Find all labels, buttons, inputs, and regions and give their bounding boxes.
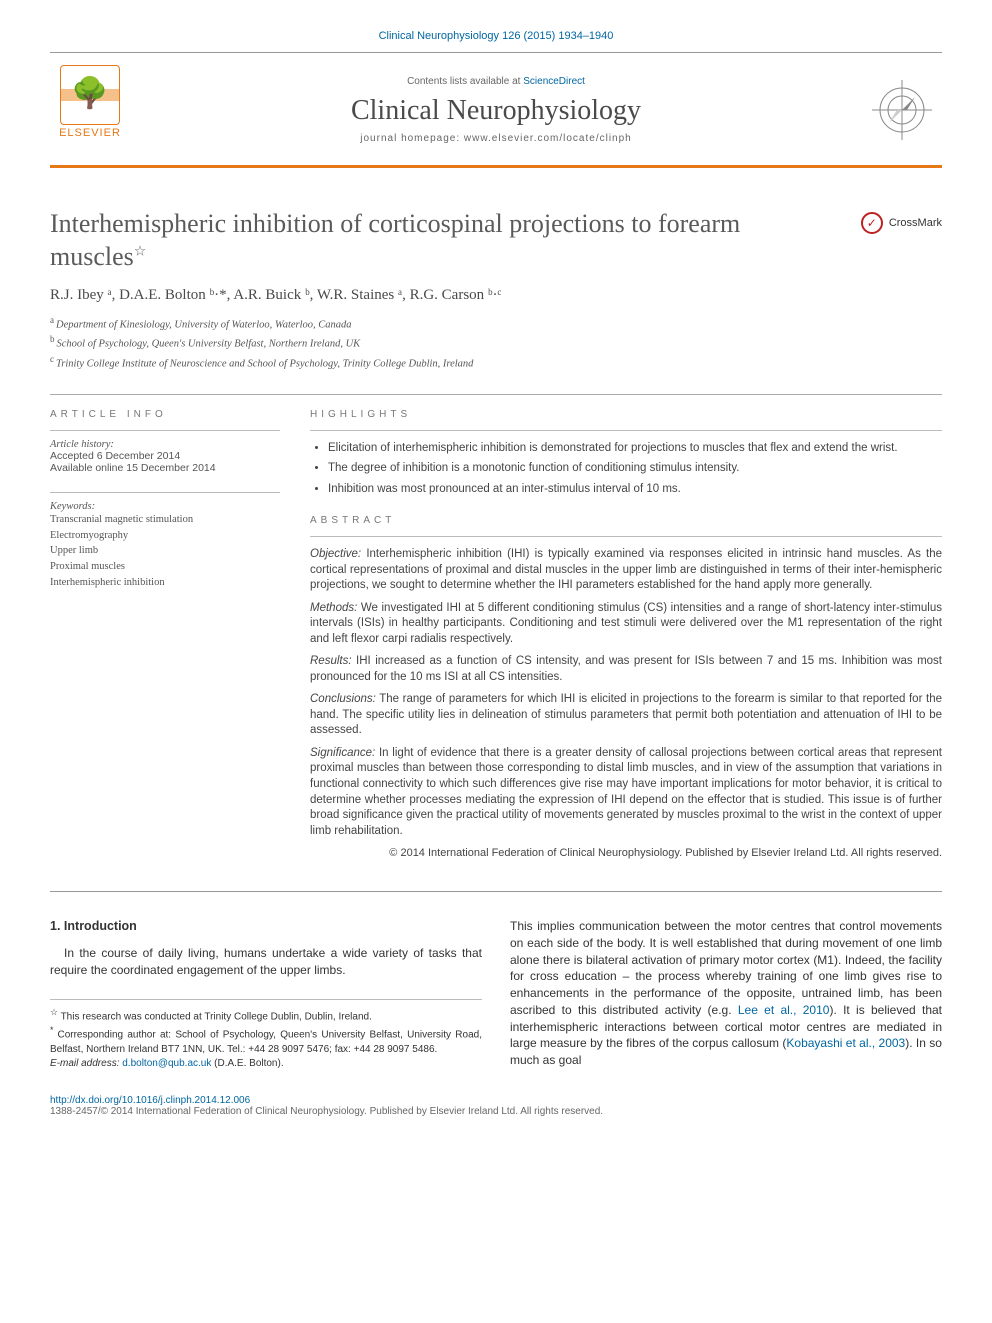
affiliation-item: cTrinity College Institute of Neuroscien… xyxy=(50,353,942,372)
affiliation-item: aDepartment of Kinesiology, University o… xyxy=(50,314,942,333)
abstract-section-text: The range of parameters for which IHI is… xyxy=(310,693,942,736)
article-info-heading: ARTICLE INFO xyxy=(50,409,280,420)
footnote-email-line: E-mail address: d.bolton@qub.ac.uk (D.A.… xyxy=(50,1057,482,1071)
journal-reference: Clinical Neurophysiology 126 (2015) 1934… xyxy=(50,30,942,42)
keywords-list: Transcranial magnetic stimulationElectro… xyxy=(50,512,280,591)
keyword-item: Electromyography xyxy=(50,528,280,544)
article-title: Interhemispheric inhibition of corticosp… xyxy=(50,208,942,273)
email-label: E-mail address: xyxy=(50,1058,122,1069)
issn-copyright-line: 1388-2457/© 2014 International Federatio… xyxy=(50,1106,603,1117)
journal-homepage-line: journal homepage: www.elsevier.com/locat… xyxy=(130,133,862,144)
keyword-item: Interhemispheric inhibition xyxy=(50,575,280,591)
footnote-funding: ☆ This research was conducted at Trinity… xyxy=(50,1006,482,1024)
sciencedirect-link[interactable]: ScienceDirect xyxy=(523,76,585,87)
keyword-item: Proximal muscles xyxy=(50,559,280,575)
title-text: Interhemispheric inhibition of corticosp… xyxy=(50,209,740,271)
online-date: Available online 15 December 2014 xyxy=(50,462,280,474)
abstract-section-text: In light of evidence that there is a gre… xyxy=(310,747,942,837)
email-owner: (D.A.E. Bolton). xyxy=(211,1058,283,1069)
compass-icon xyxy=(867,75,937,145)
contents-available-line: Contents lists available at ScienceDirec… xyxy=(130,76,862,87)
publisher-name: ELSEVIER xyxy=(59,127,121,139)
abstract-section-label: Significance: xyxy=(310,747,375,759)
crossmark-widget[interactable]: ✓ CrossMark xyxy=(861,212,942,234)
abstract-section: Significance: In light of evidence that … xyxy=(310,746,942,839)
footnotes-block: ☆ This research was conducted at Trinity… xyxy=(50,999,482,1071)
body-columns: 1. Introduction In the course of daily l… xyxy=(50,918,942,1077)
history-label: Article history: xyxy=(50,439,280,450)
abstract-section-label: Objective: xyxy=(310,548,361,560)
body-column-right: This implies communication between the m… xyxy=(510,918,942,1077)
title-footnote-marker: ☆ xyxy=(134,244,147,259)
body-column-left: 1. Introduction In the course of daily l… xyxy=(50,918,482,1077)
header-divider xyxy=(50,394,942,395)
abstract-section-label: Results: xyxy=(310,655,352,667)
footnote-corresponding: * Corresponding author at: School of Psy… xyxy=(50,1024,482,1056)
article-header: ✓ CrossMark Interhemispheric inhibition … xyxy=(50,208,942,372)
journal-name: Clinical Neurophysiology xyxy=(130,95,862,127)
footer-doi-block: http://dx.doi.org/10.1016/j.clinph.2014.… xyxy=(50,1095,942,1117)
footnote-2-text: Corresponding author at: School of Psych… xyxy=(50,1030,482,1055)
section-number: 1. xyxy=(50,919,60,933)
highlight-item: The degree of inhibition is a monotonic … xyxy=(328,461,942,477)
highlight-item: Elicitation of interhemispheric inhibiti… xyxy=(328,441,942,457)
abstract-section: Objective: Interhemispheric inhibition (… xyxy=(310,547,942,594)
intro-paragraph-1: In the course of daily living, humans un… xyxy=(50,945,482,979)
abstract-section-label: Methods: xyxy=(310,602,357,614)
doi-link[interactable]: http://dx.doi.org/10.1016/j.clinph.2014.… xyxy=(50,1095,250,1106)
abstract-section: Methods: We investigated IHI at 5 differ… xyxy=(310,601,942,648)
author-list: R.J. Ibey ᵃ, D.A.E. Bolton ᵇ·*, A.R. Bui… xyxy=(50,287,942,304)
abstract-section: Conclusions: The range of parameters for… xyxy=(310,692,942,739)
elsevier-tree-icon xyxy=(60,65,120,125)
abstract-section-text: Interhemispheric inhibition (IHI) is typ… xyxy=(310,548,942,591)
corresponding-email-link[interactable]: d.bolton@qub.ac.uk xyxy=(122,1058,211,1069)
homepage-url[interactable]: www.elsevier.com/locate/clinph xyxy=(464,133,632,144)
abstract-section-text: We investigated IHI at 5 different condi… xyxy=(310,602,942,645)
journal-masthead: ELSEVIER Contents lists available at Sci… xyxy=(50,52,942,168)
keywords-label: Keywords: xyxy=(50,501,280,512)
keyword-item: Upper limb xyxy=(50,543,280,559)
keyword-item: Transcranial magnetic stimulation xyxy=(50,512,280,528)
crossmark-icon: ✓ xyxy=(861,212,883,234)
abstract-block: Objective: Interhemispheric inhibition (… xyxy=(310,547,942,839)
intro-paragraph-2: This implies communication between the m… xyxy=(510,918,942,1069)
article-info-column: ARTICLE INFO Article history: Accepted 6… xyxy=(50,409,280,861)
journal-cover-icon xyxy=(862,70,942,150)
citation-kobayashi-2003[interactable]: Kobayashi et al., 2003 xyxy=(786,1036,905,1050)
affiliation-item: bSchool of Psychology, Queen's Universit… xyxy=(50,333,942,352)
citation-lee-2010[interactable]: Lee et al., 2010 xyxy=(738,1003,830,1017)
accepted-date: Accepted 6 December 2014 xyxy=(50,450,280,462)
abstract-section-text: IHI increased as a function of CS intens… xyxy=(310,655,942,683)
abstract-heading: ABSTRACT xyxy=(310,515,942,526)
highlights-block: Elicitation of interhemispheric inhibiti… xyxy=(310,441,942,498)
homepage-prefix: journal homepage: xyxy=(360,133,464,144)
highlights-abstract-column: HIGHLIGHTS Elicitation of interhemispher… xyxy=(310,409,942,861)
contents-prefix: Contents lists available at xyxy=(407,76,523,87)
abstract-section-label: Conclusions: xyxy=(310,693,376,705)
info-abstract-row: ARTICLE INFO Article history: Accepted 6… xyxy=(50,409,942,861)
affiliation-list: aDepartment of Kinesiology, University o… xyxy=(50,314,942,372)
footnote-1-text: This research was conducted at Trinity C… xyxy=(61,1011,372,1022)
section-title: Introduction xyxy=(64,919,137,933)
highlights-heading: HIGHLIGHTS xyxy=(310,409,942,420)
abstract-copyright: © 2014 International Federation of Clini… xyxy=(310,846,942,861)
abstract-section: Results: IHI increased as a function of … xyxy=(310,654,942,685)
highlight-item: Inhibition was most pronounced at an int… xyxy=(328,482,942,498)
highlights-list: Elicitation of interhemispheric inhibiti… xyxy=(310,441,942,498)
elsevier-logo: ELSEVIER xyxy=(50,65,130,155)
section-heading-intro: 1. Introduction xyxy=(50,918,482,936)
crossmark-label: CrossMark xyxy=(889,217,942,229)
abstract-body-divider xyxy=(50,891,942,892)
